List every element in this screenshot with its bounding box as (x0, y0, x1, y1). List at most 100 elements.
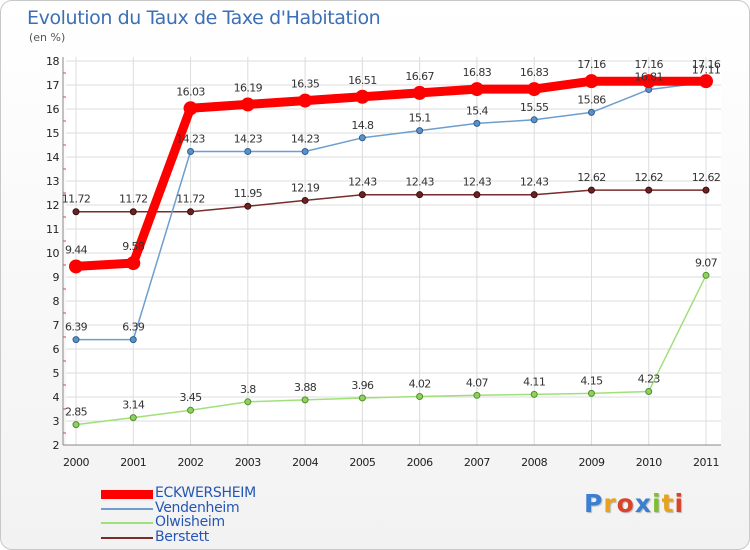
data-label-olwisheim: 3.45 (179, 391, 202, 404)
series-line-vendenheim (75, 81, 707, 341)
y-tick-label: 6 (53, 343, 60, 356)
data-label-eckwersheim: 16.51 (348, 74, 377, 87)
data-point-olwisheim (301, 396, 309, 404)
y-tick-label: 10 (46, 247, 59, 260)
data-label-olwisheim: 4.02 (409, 378, 431, 391)
data-label-olwisheim: 2.85 (65, 406, 88, 419)
legend-label: ECKWERSHEIM (155, 485, 256, 501)
data-label-berstett: 11.95 (234, 187, 263, 200)
x-tick-label: 2010 (636, 456, 662, 469)
legend-swatch (101, 490, 153, 499)
data-point-olwisheim (244, 398, 252, 406)
y-tick-label: 18 (46, 55, 59, 68)
data-label-vendenheim: 15.1 (409, 112, 431, 125)
data-label-olwisheim: 4.11 (523, 375, 545, 388)
data-label-vendenheim: 14.23 (176, 132, 205, 145)
legend-swatch (101, 507, 153, 510)
legend-label: Olwisheim (155, 514, 225, 530)
data-point-vendenheim (530, 116, 538, 124)
data-point-berstett (530, 191, 538, 199)
y-tick-label: 14 (46, 151, 59, 164)
data-point-eckwersheim (240, 97, 255, 112)
series-line-olwisheim (75, 274, 707, 426)
data-label-eckwersheim: 16.83 (520, 66, 549, 79)
data-label-olwisheim: 9.07 (695, 256, 718, 269)
y-tick-label: 3 (53, 415, 60, 428)
data-point-olwisheim (358, 394, 366, 402)
data-label-berstett: 12.43 (405, 176, 434, 189)
data-label-vendenheim: 17.11 (692, 63, 721, 76)
data-point-eckwersheim (527, 82, 542, 97)
data-label-berstett: 12.62 (577, 171, 606, 184)
data-point-olwisheim (702, 271, 710, 279)
x-tick-label: 2004 (292, 456, 318, 469)
data-label-eckwersheim: 16.67 (405, 70, 434, 83)
data-label-eckwersheim: 17.16 (577, 58, 606, 71)
x-tick-label: 2008 (521, 456, 547, 469)
data-label-berstett: 12.43 (348, 176, 377, 189)
data-point-eckwersheim (183, 101, 198, 116)
data-point-olwisheim (129, 414, 137, 422)
data-point-vendenheim (187, 147, 195, 155)
data-point-berstett (301, 196, 309, 204)
data-point-vendenheim (301, 147, 309, 155)
data-point-berstett (244, 202, 252, 210)
data-point-berstett (129, 208, 137, 216)
data-label-vendenheim: 16.81 (634, 71, 663, 84)
y-tick-label: 9 (53, 271, 60, 284)
data-label-olwisheim: 3.96 (351, 379, 374, 392)
y-tick-label: 16 (46, 103, 59, 116)
data-label-eckwersheim: 16.83 (463, 66, 492, 79)
data-label-vendenheim: 15.55 (520, 101, 549, 114)
y-tick-label: 11 (46, 223, 59, 236)
data-point-olwisheim (416, 393, 424, 401)
data-label-eckwersheim: 16.19 (234, 81, 263, 94)
chart-subtitle: (en %) (29, 31, 66, 44)
line-chart: 2 3 4 5 6 7 8 9 10 11 12 13 14 15 16 17 18 2000 2001 2002 20… (46, 55, 721, 469)
x-tick-label: 2002 (178, 456, 204, 469)
data-label-olwisheim: 4.23 (638, 372, 661, 385)
y-tick-label: 4 (53, 391, 60, 404)
plot-area (66, 57, 721, 445)
data-label-eckwersheim: 16.35 (291, 78, 320, 91)
x-tick-label: 2006 (407, 456, 433, 469)
data-point-vendenheim (587, 108, 595, 116)
data-label-berstett: 12.43 (463, 176, 492, 189)
data-label-berstett: 12.62 (634, 171, 663, 184)
legend-label: Berstett (155, 528, 209, 545)
legend-swatch (101, 522, 153, 524)
x-tick-label: 2001 (120, 456, 146, 469)
data-point-eckwersheim (469, 82, 484, 97)
data-point-berstett (416, 191, 424, 199)
data-point-vendenheim (473, 119, 481, 127)
legend-swatch (101, 536, 153, 539)
data-point-berstett (473, 191, 481, 199)
data-point-eckwersheim (69, 259, 83, 274)
data-point-vendenheim (72, 336, 80, 344)
data-label-vendenheim: 6.39 (65, 321, 88, 334)
data-point-berstett (72, 208, 80, 216)
data-label-berstett: 11.72 (176, 193, 205, 206)
data-point-olwisheim (72, 421, 80, 429)
data-label-vendenheim: 15.86 (577, 93, 606, 106)
x-tick-label: 2007 (464, 456, 490, 469)
data-label-vendenheim: 14.23 (291, 132, 320, 145)
data-label-berstett: 12.19 (291, 181, 320, 194)
data-label-berstett: 12.62 (692, 171, 721, 184)
data-point-olwisheim (587, 389, 595, 397)
data-point-eckwersheim (699, 74, 713, 89)
data-point-vendenheim (416, 127, 424, 135)
data-label-vendenheim: 6.39 (122, 321, 145, 334)
data-point-vendenheim (129, 336, 137, 344)
y-tick-label: 5 (53, 367, 60, 380)
data-label-olwisheim: 3.88 (294, 381, 317, 394)
data-label-eckwersheim: 9.58 (122, 240, 145, 253)
data-point-olwisheim (530, 390, 538, 398)
data-point-eckwersheim (412, 85, 427, 100)
y-tick-label: 2 (53, 439, 60, 452)
y-tick-label: 12 (46, 199, 59, 212)
series-line-berstett (75, 189, 707, 213)
data-point-eckwersheim (355, 89, 370, 104)
data-label-eckwersheim: 17.16 (634, 58, 663, 71)
